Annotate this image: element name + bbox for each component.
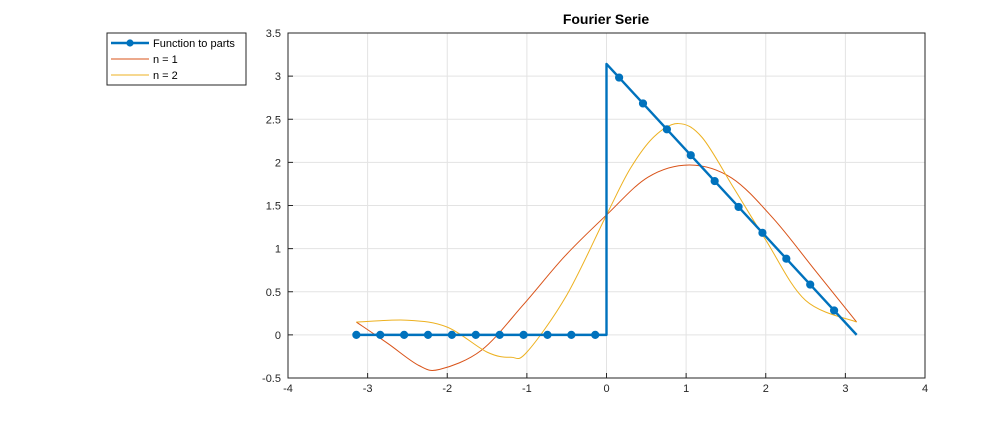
- x-tick-label: 2: [763, 383, 769, 395]
- series-line-n-2: [356, 123, 857, 360]
- series-layer: [352, 62, 858, 371]
- x-tick-label: 4: [922, 383, 928, 395]
- series-point-function-to-parts: [758, 228, 767, 237]
- legend-marker: [126, 39, 134, 47]
- series-point-function-to-parts: [830, 306, 839, 315]
- y-tick-label: 1: [275, 244, 281, 256]
- series-point-function-to-parts: [376, 330, 385, 339]
- series-line-n-1: [356, 164, 858, 371]
- y-tick-label: 2.5: [266, 114, 281, 126]
- series-point-function-to-parts: [806, 280, 815, 289]
- legend-label: Function to parts: [153, 38, 235, 50]
- series-point-function-to-parts: [447, 330, 457, 339]
- y-tick-label: -0.5: [262, 373, 281, 385]
- y-tick-label: 0.5: [266, 287, 281, 299]
- x-tick-label: -2: [442, 383, 452, 395]
- y-tick-label: 0: [275, 330, 281, 342]
- series-point-function-to-parts: [519, 330, 528, 339]
- series-point-function-to-parts: [734, 202, 743, 212]
- series-point-function-to-parts: [567, 330, 576, 339]
- axis-ticks: -4 -3 -2 -1 0 1 2 3 4 -0.5 0 0.5 1 1.5 2 2.5 3 3.5: [262, 28, 928, 395]
- series-point-function-to-parts: [543, 330, 552, 339]
- y-tick-label: 2: [275, 157, 281, 169]
- y-tick-label: 1.5: [266, 201, 281, 213]
- y-tick-label: 3.5: [266, 28, 281, 40]
- x-tick-label: -3: [363, 383, 373, 395]
- x-tick-label: 0: [603, 383, 609, 395]
- series-point-function-to-parts: [710, 176, 719, 186]
- series-point-function-to-parts: [686, 151, 695, 160]
- series-point-function-to-parts: [423, 330, 433, 339]
- chart-title: Fourier Serie: [563, 11, 650, 27]
- y-tick-label: 3: [275, 71, 281, 83]
- x-tick-label: -1: [522, 383, 532, 395]
- series-point-function-to-parts: [782, 254, 791, 263]
- x-tick-label: -4: [283, 383, 293, 395]
- legend-label: n = 1: [153, 54, 178, 66]
- x-tick-label: 3: [842, 383, 848, 395]
- series-point-function-to-parts: [495, 330, 504, 339]
- legend-label: n = 2: [153, 70, 178, 82]
- series-point-function-to-parts: [662, 125, 671, 134]
- series-point-function-to-parts: [471, 330, 480, 339]
- x-tick-label: 1: [683, 383, 689, 395]
- legend: Function to parts n = 1 n = 2: [106, 32, 247, 86]
- series-point-function-to-parts: [638, 99, 648, 108]
- series-point-function-to-parts: [615, 73, 624, 82]
- series-point-function-to-parts: [400, 330, 409, 339]
- series-point-function-to-parts: [352, 330, 361, 339]
- series-point-function-to-parts: [591, 330, 600, 339]
